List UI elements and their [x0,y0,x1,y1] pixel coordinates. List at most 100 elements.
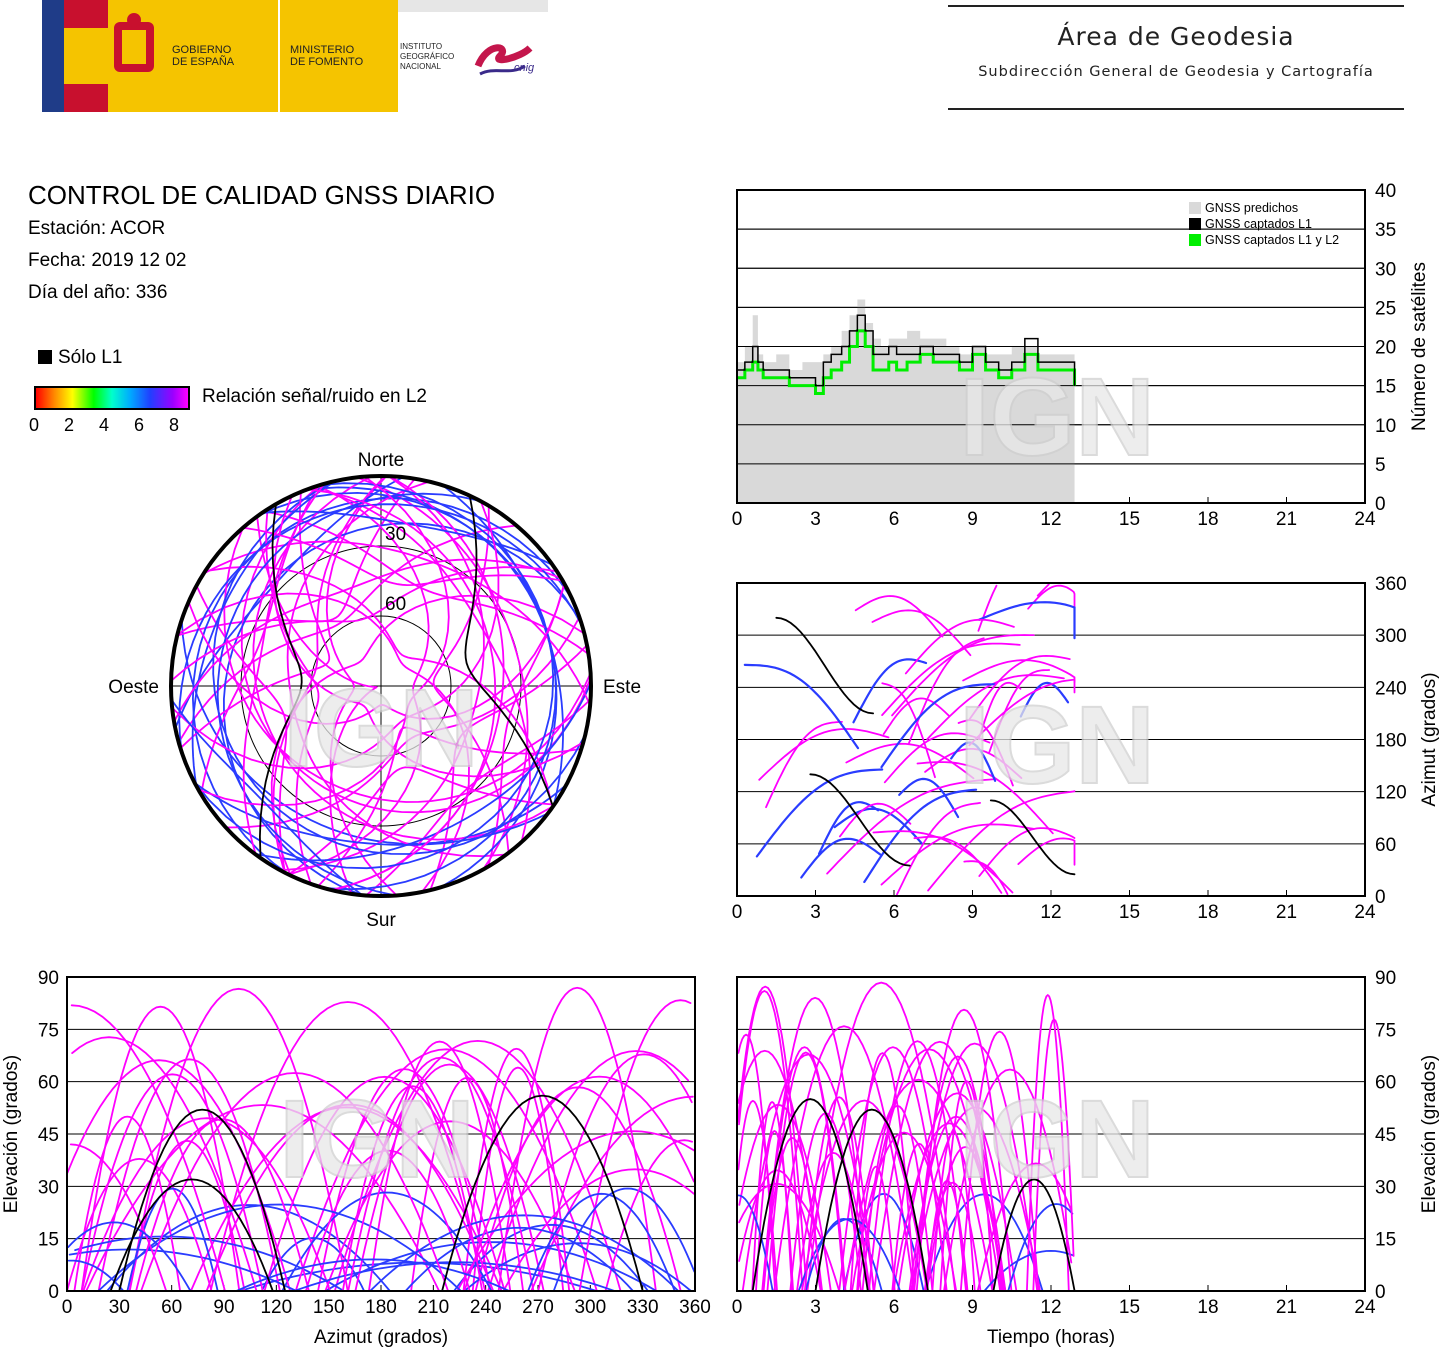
satellite-track [67,1221,192,1292]
satellite-track [852,658,928,724]
satellite-track [738,1169,822,1292]
x-tick-label: 24 [1354,902,1376,923]
satellite-track [471,1066,565,1292]
satellite-track [1007,1203,1074,1292]
satellite-track [66,1157,213,1292]
satellite-track [797,1218,901,1292]
satellite-track [187,582,566,725]
ministry-text: MINISTERIO DE FOMENTO [290,44,364,68]
satellite-track [978,681,1022,741]
report-title: CONTROL DE CALIDAD GNSS DIARIO [28,180,496,210]
only-l1-swatch [38,350,52,364]
y-tick-label: 90 [38,968,59,989]
satellite-track [193,482,555,870]
y-axis-label: Número de satélites [1409,262,1430,431]
satellite-track [179,491,331,750]
snr-tick: 2 [64,415,75,435]
legend-swatch [1189,202,1201,214]
satellite-track [310,486,531,843]
x-tick-label: 180 [365,1297,397,1318]
satellite-track [128,1139,246,1292]
satellite-track [176,592,470,893]
x-tick-label: 21 [1276,902,1297,923]
satellite-track [898,777,960,819]
y-tick-label: 60 [38,1073,59,1094]
satellite-track [604,1139,693,1292]
satellite-track [755,1129,794,1292]
satellite-track [904,618,1015,675]
satellite-track [880,683,997,769]
y-tick-label: 60 [1375,1073,1396,1094]
satellite-track [180,618,568,845]
satellite-track [341,1085,484,1292]
satellite-track [897,1092,1018,1292]
satellite-track [170,566,558,682]
y-tick-label: 30 [1375,259,1396,280]
satellite-track [242,482,326,856]
satellite-track [347,1056,535,1292]
satellite-track [1017,837,1076,866]
satellite-track [178,503,584,754]
snr-tick: 8 [169,415,180,435]
x-tick-label: 210 [417,1297,449,1318]
satellite-track [881,642,1021,716]
satellite-track [882,697,951,735]
y-tick-label: 25 [1375,298,1396,319]
satellite-track [287,484,430,876]
x-tick-label: 6 [889,902,900,923]
predicted-area [737,299,1075,503]
satellite-track [761,996,869,1292]
satellite-track [872,830,1014,894]
x-tick-label: 0 [732,1297,743,1318]
y-tick-label: 75 [38,1020,59,1041]
satellite-track [69,1143,168,1292]
legend-swatch [1189,234,1201,246]
plot-border [736,976,1366,1292]
area-subtitle: Subdirección General de Geodesia y Carto… [978,64,1374,80]
header-gray-strip [398,0,548,12]
y-tick-label: 300 [1375,626,1407,647]
y-tick-label: 360 [1375,574,1407,595]
only-l1-track [989,799,1076,876]
only-l1-track [258,503,303,859]
coat-of-arms-icon [114,13,154,72]
only-l1-label: Sólo L1 [58,347,123,368]
satellite-track [202,540,591,707]
y-tick-label: 0 [1375,887,1386,908]
satellite-track [173,558,563,723]
satellite-track [977,584,998,632]
x-tick-label: 270 [522,1297,554,1318]
satellite-track [368,1040,512,1292]
satellite-track [911,1042,1039,1292]
satellite-track [212,480,587,855]
only-l1-track [751,1098,869,1292]
satellite-track [324,1120,576,1292]
satellite-track [737,1099,778,1292]
ign-watermark: IGN [959,684,1155,807]
satellite-track [293,1261,616,1292]
y-tick-label: 20 [1375,338,1396,359]
satellite-track [263,510,590,655]
snr-label: Relación señal/ruido en L2 [202,386,427,407]
skyplot-ring-60 [310,615,452,757]
satellite-track [856,1048,1002,1292]
y-axis-label: Elevación (grados) [1,1055,22,1213]
satellite-track [74,1235,345,1292]
x-tick-label: 300 [574,1297,606,1318]
y-tick-label: 60 [1375,835,1396,856]
satellite-track [530,1095,694,1292]
satellite-track [943,1068,1073,1292]
x-tick-label: 18 [1197,509,1218,530]
x-tick-label: 0 [732,509,743,530]
satellite-track [462,1047,571,1292]
y-tick-label: 40 [1375,181,1396,202]
only-l1-track [109,1178,274,1292]
satellite-track [843,1078,994,1292]
satellite-track [817,801,880,855]
captured-l1l2-line [737,329,1077,395]
x-tick-label: 18 [1197,1297,1218,1318]
legend-label: GNSS captados L1 y L2 [1205,233,1339,247]
satellite-track [325,475,398,897]
satellite-track [135,1118,310,1292]
x-tick-label: 330 [627,1297,659,1318]
